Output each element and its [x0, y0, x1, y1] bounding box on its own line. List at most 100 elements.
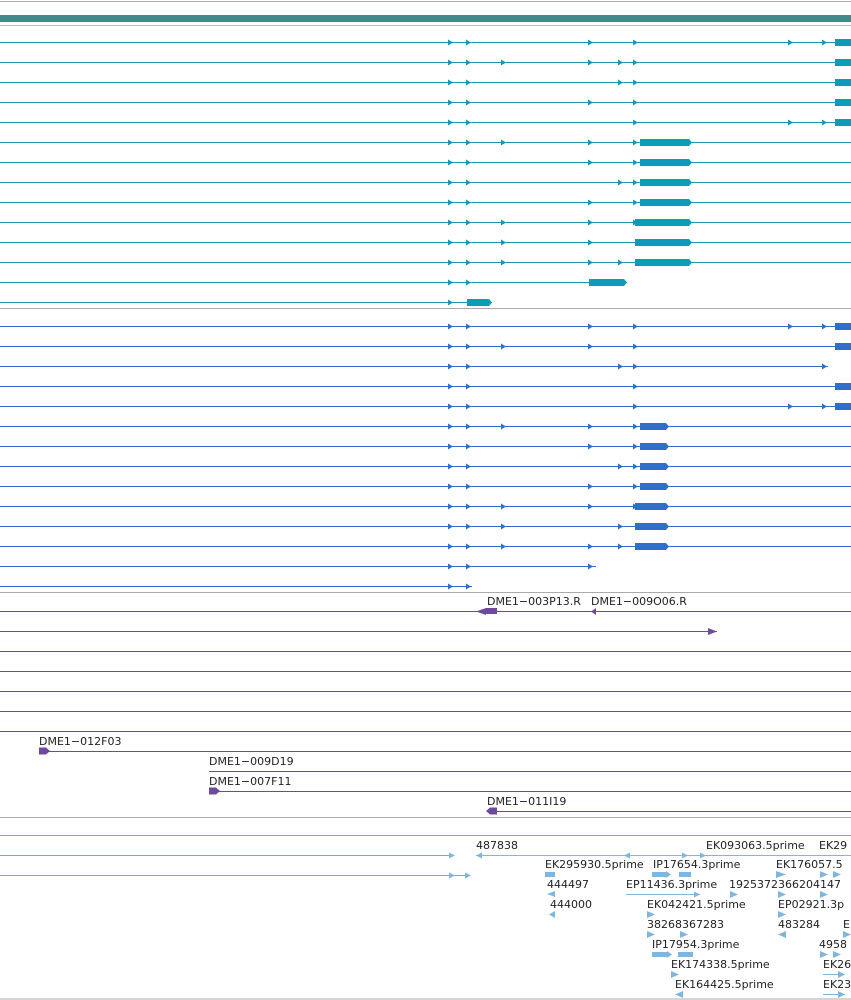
forward-arrow-icon	[466, 219, 471, 226]
forward-arrow-icon	[633, 423, 638, 430]
exon-block[interactable]	[635, 259, 692, 266]
est-label[interactable]: 444497	[547, 878, 589, 891]
exon-block[interactable]	[640, 483, 669, 490]
est-feature[interactable]	[652, 872, 666, 877]
clone-label[interactable]: DME1−011I19	[487, 795, 566, 808]
est-label[interactable]: EP02921.3p	[778, 898, 844, 911]
est-label[interactable]: EK164425.5prime	[675, 978, 774, 991]
est-label[interactable]: EK26	[823, 958, 851, 971]
est-feature[interactable]	[679, 872, 691, 877]
est-label[interactable]: 38268367283	[647, 918, 724, 931]
exon-block[interactable]	[640, 179, 692, 186]
est-label[interactable]: 4958	[819, 938, 847, 951]
est-label[interactable]: EK176057.5	[776, 858, 843, 871]
forward-arrow-icon	[448, 363, 453, 370]
est-label[interactable]: EK29	[819, 839, 847, 852]
exon-block[interactable]	[835, 59, 851, 66]
forward-arrow-icon	[448, 503, 453, 510]
forward-arrow-icon	[776, 871, 786, 878]
exon-block[interactable]	[640, 443, 669, 450]
exon-block[interactable]	[467, 299, 492, 306]
exon-block[interactable]	[635, 503, 669, 510]
forward-arrow-icon	[501, 543, 506, 550]
clone-label[interactable]: DME1−007F11	[209, 775, 291, 788]
forward-arrow-icon	[448, 343, 453, 350]
track-cdna-clones[interactable]: DME1−003P13.R DME1−009O06.R DME1−012F03 …	[0, 595, 851, 815]
exon-block[interactable]	[640, 199, 692, 206]
forward-arrow-icon	[633, 483, 638, 490]
exon-block[interactable]	[835, 79, 851, 86]
exon-block[interactable]	[835, 119, 851, 126]
exon-block[interactable]	[640, 159, 692, 166]
est-label[interactable]: 444000	[550, 898, 592, 911]
forward-arrow-icon	[501, 523, 506, 530]
est-label[interactable]: EK174338.5prime	[671, 958, 770, 971]
est-label[interactable]: EP11436.3prime	[626, 878, 717, 891]
forward-arrow-icon	[647, 931, 655, 938]
forward-arrow-icon	[822, 39, 827, 46]
exon-block[interactable]	[835, 403, 851, 410]
exon-block[interactable]	[640, 423, 669, 430]
forward-arrow-icon	[633, 119, 638, 126]
clone-label[interactable]: DME1−012F03	[39, 735, 121, 748]
forward-arrow-icon	[588, 543, 593, 550]
est-label[interactable]: EK23	[823, 978, 851, 991]
forward-arrow-icon	[708, 628, 717, 635]
track-est-alignments[interactable]: 487838 EK093063.5prime EK29 EK295930.5pr…	[0, 835, 851, 999]
forward-arrow-icon	[778, 911, 786, 918]
forward-arrow-icon	[618, 59, 623, 66]
est-label[interactable]: 483284	[778, 918, 820, 931]
forward-arrow-icon	[466, 199, 471, 206]
forward-arrow-icon	[39, 747, 50, 755]
forward-arrow-icon	[448, 403, 453, 410]
est-label[interactable]: IP17654.3prime	[653, 858, 741, 871]
track-gene-models-teal[interactable]	[0, 39, 851, 306]
exon-block[interactable]	[635, 543, 669, 550]
forward-arrow-icon	[588, 483, 593, 490]
forward-arrow-icon	[466, 39, 471, 46]
reverse-arrow-icon	[476, 852, 482, 859]
forward-arrow-icon	[466, 79, 471, 86]
exon-block[interactable]	[635, 219, 692, 226]
est-label[interactable]: EK295930.5prime	[545, 858, 644, 871]
exon-block[interactable]	[589, 279, 627, 286]
est-label[interactable]: 487838	[476, 839, 518, 852]
forward-arrow-icon	[466, 159, 471, 166]
forward-arrow-icon	[466, 423, 471, 430]
exon-block[interactable]	[835, 343, 851, 350]
forward-arrow-icon	[588, 259, 593, 266]
forward-arrow-icon	[618, 259, 623, 266]
forward-arrow-icon	[501, 259, 506, 266]
forward-arrow-icon	[820, 871, 828, 878]
clone-label[interactable]: DME1−003P13.R	[487, 595, 581, 608]
exon-block[interactable]	[835, 39, 851, 46]
est-label[interactable]: EK042421.5prime	[647, 898, 746, 911]
forward-arrow-icon	[843, 931, 851, 938]
clone-label[interactable]: DME1−009O06.R	[591, 595, 687, 608]
est-label[interactable]: E	[843, 918, 850, 931]
chromosome-header-bar	[0, 15, 851, 22]
clone-feature[interactable]	[486, 608, 497, 614]
est-feature[interactable]	[652, 952, 667, 957]
est-label[interactable]: 1925372366204147	[729, 878, 841, 891]
exon-block[interactable]	[635, 239, 692, 246]
exon-block[interactable]	[835, 99, 851, 106]
forward-arrow-icon	[666, 871, 671, 878]
forward-arrow-icon	[588, 239, 593, 246]
forward-arrow-icon	[618, 463, 623, 470]
exon-block[interactable]	[640, 463, 669, 470]
track-gene-models-blue[interactable]	[0, 323, 851, 590]
est-label[interactable]: IP17954.3prime	[652, 938, 740, 951]
forward-arrow-icon	[588, 423, 593, 430]
forward-arrow-icon	[466, 443, 471, 450]
clone-label[interactable]: DME1−009D19	[209, 755, 294, 768]
exon-block[interactable]	[635, 523, 669, 530]
exon-block[interactable]	[835, 323, 851, 330]
exon-block[interactable]	[640, 139, 692, 146]
forward-arrow-icon	[588, 343, 593, 350]
est-feature[interactable]	[678, 952, 693, 957]
exon-block[interactable]	[835, 383, 851, 390]
est-feature[interactable]	[545, 872, 555, 877]
est-label[interactable]: EK093063.5prime	[706, 839, 805, 852]
